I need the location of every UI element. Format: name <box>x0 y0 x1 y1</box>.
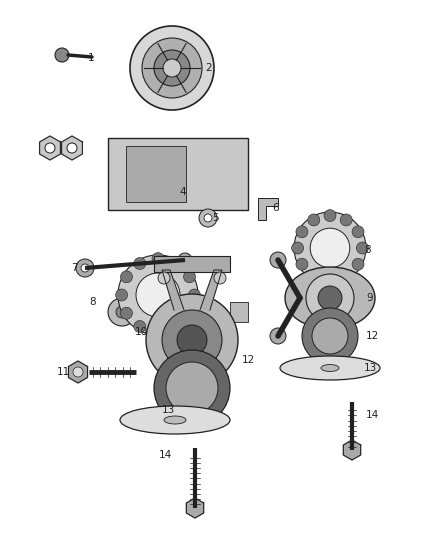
Circle shape <box>199 209 217 227</box>
Polygon shape <box>186 498 204 518</box>
Circle shape <box>116 306 128 318</box>
Circle shape <box>130 26 214 110</box>
Circle shape <box>318 286 342 310</box>
Bar <box>126 146 186 202</box>
Circle shape <box>170 320 182 333</box>
Circle shape <box>67 143 77 153</box>
Circle shape <box>302 308 358 364</box>
Text: 14: 14 <box>159 450 172 460</box>
Polygon shape <box>62 136 82 160</box>
Circle shape <box>81 264 89 272</box>
Text: 8: 8 <box>89 297 96 307</box>
Circle shape <box>134 320 146 333</box>
Circle shape <box>116 289 127 301</box>
Circle shape <box>340 270 352 282</box>
Text: 1: 1 <box>88 53 95 63</box>
Bar <box>230 302 248 322</box>
Polygon shape <box>258 198 278 220</box>
Circle shape <box>158 272 170 284</box>
Circle shape <box>146 294 238 386</box>
Circle shape <box>312 318 348 354</box>
Text: 9: 9 <box>366 293 373 303</box>
Circle shape <box>184 271 195 283</box>
Circle shape <box>340 214 352 226</box>
Circle shape <box>55 48 69 62</box>
Text: 14: 14 <box>366 410 379 420</box>
Circle shape <box>310 228 350 268</box>
Circle shape <box>188 289 201 301</box>
Ellipse shape <box>164 416 186 424</box>
Circle shape <box>154 50 190 86</box>
Text: 2: 2 <box>205 63 212 73</box>
Circle shape <box>270 328 286 344</box>
Text: 6: 6 <box>272 203 279 213</box>
Circle shape <box>352 258 364 270</box>
Text: 12: 12 <box>242 355 255 365</box>
Circle shape <box>204 214 212 222</box>
Polygon shape <box>162 270 184 310</box>
Circle shape <box>308 214 320 226</box>
Text: 13: 13 <box>162 405 175 415</box>
Circle shape <box>292 242 304 254</box>
Circle shape <box>118 255 198 335</box>
Circle shape <box>306 274 354 322</box>
Circle shape <box>134 257 146 270</box>
Ellipse shape <box>321 365 339 372</box>
Text: 5: 5 <box>212 213 219 223</box>
Circle shape <box>142 38 202 98</box>
Circle shape <box>163 59 181 77</box>
Ellipse shape <box>120 406 230 434</box>
Circle shape <box>308 270 320 282</box>
Circle shape <box>296 258 308 270</box>
Circle shape <box>166 362 218 414</box>
Polygon shape <box>343 440 360 460</box>
Ellipse shape <box>280 356 380 380</box>
Circle shape <box>214 272 226 284</box>
Circle shape <box>170 257 182 270</box>
Polygon shape <box>200 270 222 310</box>
Circle shape <box>324 209 336 222</box>
Text: 12: 12 <box>366 331 379 341</box>
Circle shape <box>108 298 136 326</box>
Text: 4: 4 <box>180 187 186 197</box>
Circle shape <box>120 271 132 283</box>
Text: 11: 11 <box>57 367 70 377</box>
Circle shape <box>296 226 308 238</box>
Circle shape <box>184 307 195 319</box>
Circle shape <box>152 253 164 264</box>
Circle shape <box>76 259 94 277</box>
Polygon shape <box>68 361 88 383</box>
Circle shape <box>162 310 222 370</box>
Text: 13: 13 <box>364 363 377 373</box>
Circle shape <box>178 253 192 267</box>
Circle shape <box>45 143 55 153</box>
Text: 8: 8 <box>364 245 371 255</box>
Circle shape <box>270 252 286 268</box>
Circle shape <box>73 367 83 377</box>
Polygon shape <box>39 136 60 160</box>
Bar <box>154 256 230 272</box>
Circle shape <box>136 273 180 317</box>
Circle shape <box>152 326 164 337</box>
Circle shape <box>177 325 207 355</box>
Bar <box>108 138 248 210</box>
Circle shape <box>154 350 230 426</box>
Circle shape <box>120 307 132 319</box>
Circle shape <box>294 212 366 284</box>
Text: 10: 10 <box>135 327 148 337</box>
Text: 7: 7 <box>71 263 78 273</box>
Circle shape <box>357 242 368 254</box>
Text: 3: 3 <box>69 143 75 153</box>
Ellipse shape <box>285 267 375 329</box>
Circle shape <box>352 226 364 238</box>
Circle shape <box>324 274 336 286</box>
